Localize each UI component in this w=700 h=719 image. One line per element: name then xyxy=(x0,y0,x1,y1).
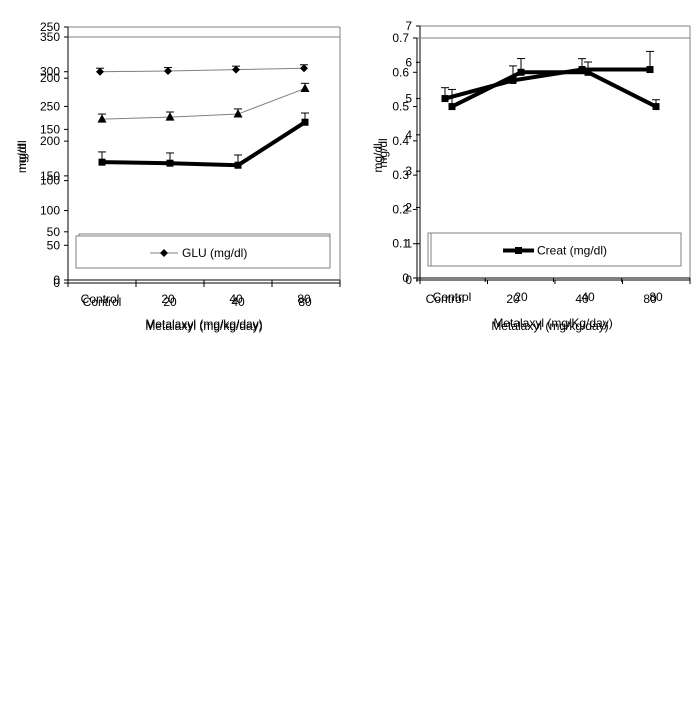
chart-body: 0 0.1 0.2 0.3 0.4 0.5 0.6 0.7 Control 20 40 80 Metal… xyxy=(371,31,691,330)
y-axis-label: mg/dl xyxy=(15,140,29,169)
y-tick-label: 0.1 xyxy=(392,237,409,251)
y-tick-label: 0.2 xyxy=(392,202,409,216)
y-tick-label: 50 xyxy=(47,238,61,252)
x-tick-label: 20 xyxy=(514,290,528,304)
series-line xyxy=(101,87,306,120)
y-tick-label: 4 xyxy=(405,128,412,142)
data-point xyxy=(646,66,654,74)
y-tick-label: 0 xyxy=(53,273,60,287)
y-tick-label: 0 xyxy=(402,271,409,285)
x-axis-label: Metalaxyl (mg/Kg/day) xyxy=(493,316,612,330)
y-tick-label: 100 xyxy=(40,174,60,188)
x-tick-label: Control xyxy=(426,292,465,306)
data-point xyxy=(301,118,309,126)
y-tick-label: 3 xyxy=(405,164,412,178)
data-point xyxy=(509,76,517,84)
y-axis-label: mg/dl xyxy=(371,143,385,172)
x-tick-label: 80 xyxy=(649,290,663,304)
x-tick-label: 80 xyxy=(297,292,311,306)
data-point xyxy=(165,112,175,121)
legend-label: Creat (mg/dl) xyxy=(537,244,607,258)
y-tick-label: 0 xyxy=(405,273,412,287)
x-tick-label: 80 xyxy=(643,292,657,306)
data-point xyxy=(517,68,525,76)
creat-chart: 0 0.1 0.2 0.3 0.4 0.5 0.6 0.7 Control 20 40 80 Metal… xyxy=(371,31,691,330)
data-point xyxy=(233,109,243,118)
series-line xyxy=(444,67,650,101)
legend xyxy=(75,235,331,269)
x-tick-label: 40 xyxy=(231,295,245,309)
y-tick-label: 5 xyxy=(405,92,412,106)
x-tick-label: Control xyxy=(81,292,120,306)
data-point xyxy=(584,68,592,76)
y-tick-label: 150 xyxy=(40,122,60,136)
y-tick-label: 150 xyxy=(40,169,60,183)
y-axis-label: mg/dl xyxy=(376,138,390,167)
series-line xyxy=(101,120,307,168)
y-tick-label: 250 xyxy=(40,20,60,34)
data-point xyxy=(98,158,106,166)
data-point xyxy=(234,161,242,169)
legend-label: GLU (mg/dl) xyxy=(182,246,247,260)
x-tick-label: 20 xyxy=(163,295,177,309)
x-tick-label: 40 xyxy=(581,290,595,304)
y-tick-label: 1 xyxy=(405,237,412,251)
y-tick-label: 0.6 xyxy=(392,65,409,79)
x-tick-label: Control xyxy=(433,290,472,304)
y-tick-label: 250 xyxy=(40,99,60,113)
y-tick-label: 0 xyxy=(53,276,60,290)
y-tick-label: 2 xyxy=(405,200,412,214)
data-point xyxy=(578,66,586,74)
y-tick-label: 7 xyxy=(405,19,412,33)
y-tick-label: 0.7 xyxy=(392,31,409,45)
data-point xyxy=(300,83,310,92)
y-tick-label: 200 xyxy=(40,134,60,148)
x-tick-label: 20 xyxy=(161,292,175,306)
x-tick-label: 20 xyxy=(506,292,520,306)
data-point xyxy=(97,114,107,123)
y-tick-label: 0.3 xyxy=(392,168,409,182)
x-axis-label: Metalaxyl (mg/kg/day) xyxy=(491,319,608,333)
legend-marker xyxy=(515,247,522,254)
series-line xyxy=(99,67,305,73)
chart-body: 0 1 2 3 4 5 6 7 Control 20 40 80 Metalaxyl (mg/kg/da… xyxy=(376,19,691,333)
y-tick-label: 300 xyxy=(40,65,60,79)
x-axis-label: Metalaxyl (mg/kg/day) xyxy=(145,317,262,331)
y-tick-label: 50 xyxy=(47,225,61,239)
y-axis-label: mg/dl xyxy=(15,144,29,173)
data-point xyxy=(448,103,456,111)
legend xyxy=(430,232,682,267)
series-line xyxy=(451,70,657,109)
data-point xyxy=(300,64,308,73)
legend-marker xyxy=(160,249,168,257)
x-tick-label: Control xyxy=(83,295,122,309)
x-tick-label: 80 xyxy=(298,295,312,309)
data-point xyxy=(166,159,174,167)
data-point xyxy=(652,103,660,111)
x-axis-label: Metalaxyl (mg/kg/day) xyxy=(145,319,262,333)
y-tick-label: 200 xyxy=(40,71,60,85)
data-point xyxy=(441,95,449,103)
y-tick-label: 100 xyxy=(40,204,60,218)
y-tick-label: 350 xyxy=(40,30,60,44)
y-tick-label: 0.5 xyxy=(392,100,409,114)
x-tick-label: 40 xyxy=(229,292,243,306)
y-tick-label: 6 xyxy=(405,55,412,69)
y-tick-label: 0.4 xyxy=(392,134,409,148)
x-tick-label: 40 xyxy=(575,292,589,306)
